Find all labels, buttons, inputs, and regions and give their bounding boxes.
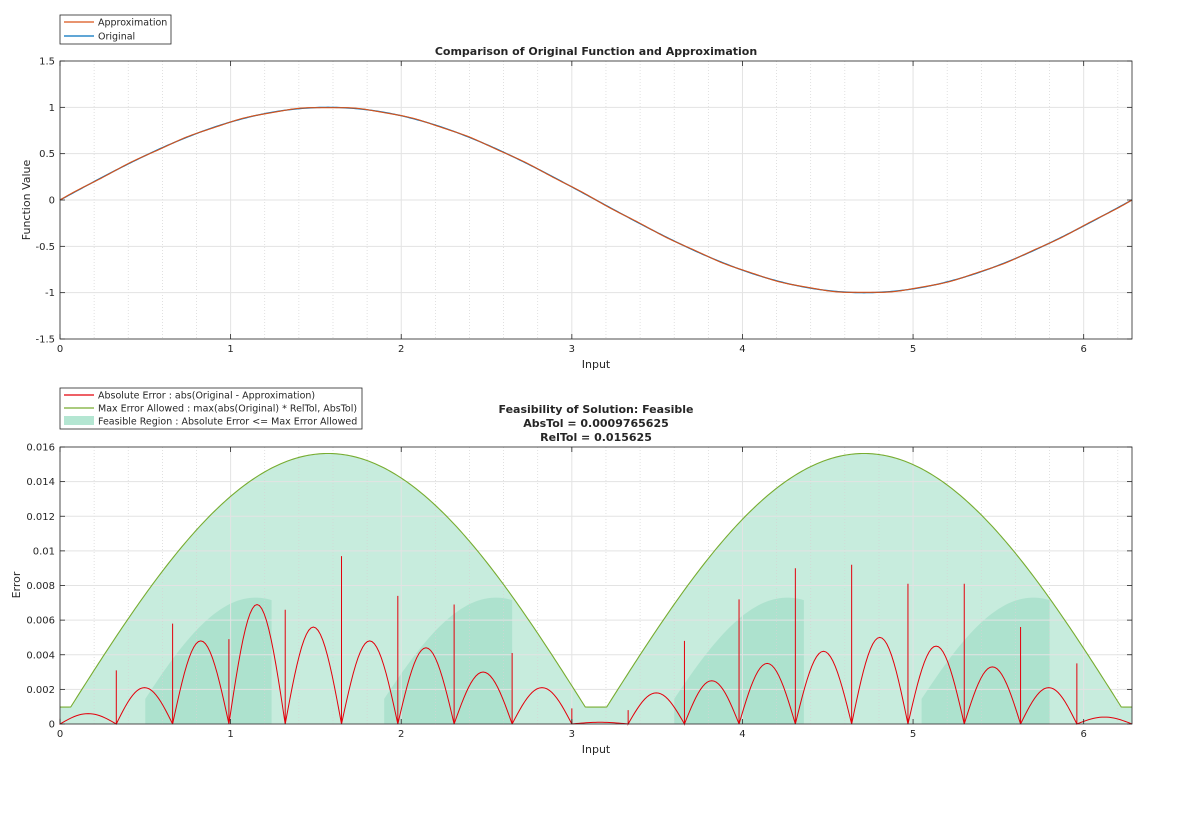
top-plot: 0 1 2 3 4 5 6 -1.5 -1 -0.5 0 0.5 1 1.5 Comparison of …: [20, 14, 1133, 371]
bottom-ylabel: Error: [10, 571, 23, 598]
top-x-tick-label: 4: [739, 344, 745, 355]
top-ylabel: Function Value: [20, 160, 33, 241]
legend-feasible-region-swatch: [64, 416, 94, 425]
top-x-tick-label: 0: [57, 344, 63, 355]
bottom-title: Feasibility of Solution: Feasible: [499, 403, 694, 416]
top-y-tick-label: 1: [49, 103, 55, 114]
bottom-subtitle-reltol: RelTol = 0.015625: [540, 431, 652, 444]
bottom-y-tick-label: 0.014: [26, 477, 55, 488]
feasible-region-overlay: [921, 597, 1050, 724]
top-y-tick-label: 0.5: [39, 149, 55, 160]
top-legend: Approximation Original: [59, 14, 172, 45]
bottom-x-tick-label: 5: [910, 729, 916, 740]
bottom-x-tick-label: 3: [569, 729, 575, 740]
bottom-x-tick-label: 6: [1080, 729, 1086, 740]
bottom-y-tick-label: 0.012: [26, 512, 55, 523]
legend-original-label: Original: [98, 32, 135, 43]
bottom-plot: 0 1 2 3 4 5 6 0 0.002 0.004 0.006 0.008 0.01 0.012 0.0…: [10, 387, 1133, 756]
legend-max-error-label: Max Error Allowed : max(abs(Original) * …: [98, 404, 357, 415]
bottom-y-tick-label: 0.002: [26, 685, 55, 696]
top-title: Comparison of Original Function and Appr…: [435, 45, 757, 58]
top-y-tick-label: -1: [45, 288, 55, 299]
bottom-y-tick-label: 0.006: [26, 616, 55, 627]
bottom-tick-labels: 0 1 2 3 4 5 6 0 0.002 0.004 0.006 0.008 0.01 0.012 0.0…: [26, 443, 1132, 740]
bottom-y-tick-label: 0.01: [33, 546, 55, 557]
feasible-region-overlay: [384, 597, 513, 724]
top-x-tick-label: 2: [398, 344, 404, 355]
top-x-tick-label: 3: [569, 344, 575, 355]
top-y-tick-label: 1.5: [39, 57, 55, 68]
legend-abs-error-label: Absolute Error : abs(Original - Approxim…: [98, 391, 315, 402]
max-error-allowed-line: [60, 452, 1132, 708]
top-y-tick-label: -0.5: [35, 242, 55, 253]
top-y-tick-label: -1.5: [35, 335, 55, 346]
bottom-legend: Absolute Error : abs(Original - Approxim…: [59, 387, 363, 430]
legend-feasible-region-label: Feasible Region : Absolute Error <= Max …: [98, 417, 357, 428]
top-y-tick-label: 0: [49, 196, 55, 207]
bottom-x-tick-label: 4: [739, 729, 745, 740]
bottom-y-tick-label: 0.004: [26, 650, 55, 661]
bottom-y-tick-label: 0.016: [26, 443, 55, 454]
bottom-x-tick-label: 2: [398, 729, 404, 740]
top-x-tick-label: 6: [1080, 344, 1086, 355]
bottom-y-tick-label: 0.008: [26, 581, 55, 592]
approximation-line: [59, 107, 1133, 293]
bottom-legend-box: [59, 387, 363, 430]
bottom-lines: [59, 452, 1133, 726]
top-x-tick-label: 5: [910, 344, 916, 355]
bottom-x-tick-label: 0: [57, 729, 63, 740]
bottom-x-tick-label: 1: [227, 729, 233, 740]
top-legend-box: [59, 14, 172, 45]
feasible-region-overlay: [145, 597, 272, 724]
bottom-xlabel: Input: [582, 743, 611, 756]
top-tick-labels: 0 1 2 3 4 5 6 -1.5 -1 -0.5 0 0.5 1 1.5: [35, 57, 1132, 355]
top-xlabel: Input: [582, 358, 611, 371]
absolute-error-line: [59, 556, 1133, 726]
legend-approximation-label: Approximation: [98, 18, 167, 29]
top-x-tick-label: 1: [227, 344, 233, 355]
bottom-subtitle-abstol: AbsTol = 0.0009765625: [523, 417, 669, 430]
top-lines: [59, 106, 1133, 294]
bottom-y-tick-label: 0: [49, 720, 55, 731]
